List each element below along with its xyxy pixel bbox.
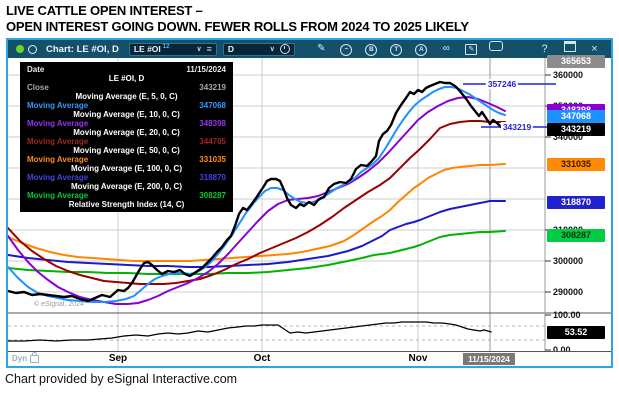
dyn-label: Dyn (12, 354, 28, 363)
price-badge-343219: 343219 (547, 122, 605, 136)
legend-value-row: Close 343219 (27, 83, 226, 92)
y-axis-tick-label: 360000 (553, 70, 584, 80)
series-close-le-oi (8, 80, 503, 303)
lock-icon (30, 351, 40, 363)
window-titlebar: Chart: LE #OI, D LE #OI 12 ∨ ≡ D ∨ ✎ ~ B T A… (8, 40, 611, 58)
y-axis-tick-label: 100.00 (553, 310, 581, 320)
legend-study-row: Moving Average (E, 5, 0, C) (75, 92, 178, 101)
circle-b-icon[interactable]: B (359, 40, 384, 58)
legend-value-row: Moving Average 344705 (27, 137, 226, 146)
status-dot-icon (16, 45, 24, 53)
compose-note-icon[interactable]: ✎ (459, 40, 484, 58)
chevron-down-icon[interactable]: ∨ (269, 46, 275, 53)
price-badge-331035: 331035 (547, 157, 605, 171)
y-axis-tick-label: 300000 (553, 256, 584, 266)
y-axis-tick-label: 0.00 (553, 345, 571, 355)
legend-value-row: Moving Average 331035 (27, 155, 226, 164)
chart-window: Chart: LE #OI, D LE #OI 12 ∨ ≡ D ∨ ✎ ~ B T A… (6, 38, 613, 368)
y-axis-tick-label: 290000 (553, 287, 584, 297)
close-button[interactable]: × (591, 43, 598, 55)
series-ema-20 (8, 120, 506, 285)
legend-study-row: LE #OI, D (108, 74, 145, 83)
menu-icon[interactable]: ≡ (206, 44, 212, 54)
chevron-down-icon[interactable]: ∨ (196, 46, 202, 53)
crosshair-date-badge: 11/15/2024 (462, 353, 516, 365)
legend-study-row: Moving Average (E, 10, 0, C) (73, 110, 180, 119)
help-button[interactable]: ? (541, 43, 548, 55)
price-badge-53.52: 53.52 (547, 325, 605, 339)
symbol-superscript: 12 (162, 44, 170, 50)
price-badge-318870: 318870 (547, 195, 605, 209)
footer-credit: Chart provided by eSignal Interactive.co… (5, 372, 238, 386)
link-ring-icon[interactable] (28, 44, 37, 54)
headline-line-2: OPEN INTEREST GOING DOWN. FEWER ROLLS FR… (6, 19, 469, 34)
legend-study-row: Moving Average (E, 100, 0, C) (71, 164, 182, 173)
legend-value-row: Moving Average 348398 (27, 119, 226, 128)
pencil-draw-icon[interactable]: ✎ (317, 43, 326, 54)
price-alert-label[interactable]: 357246 (485, 79, 519, 89)
titlebar-right-controls: ? × (532, 40, 607, 58)
symbol-input[interactable]: LE #OI 12 ∨ ≡ (128, 42, 217, 56)
circle-t-icon[interactable]: T (384, 40, 409, 58)
price-alert-label[interactable]: 343219 (500, 122, 534, 132)
interval-input[interactable]: D ∨ (222, 42, 295, 56)
wave-study-icon[interactable]: ~ (334, 40, 359, 58)
series-ema-50 (8, 163, 506, 262)
interval-value: D (227, 44, 234, 54)
series-ema-200 (8, 230, 506, 275)
y-axis-tick-label: 340000 (553, 132, 584, 142)
legend-value-row: Date 11/15/2024 (27, 65, 226, 74)
series-ema-10 (8, 96, 506, 305)
window-title: Chart: LE #OI, D (46, 43, 119, 55)
dyn-control[interactable]: Dyn (12, 351, 40, 363)
x-axis-month-nov: Nov (408, 353, 428, 364)
legend-study-row: Moving Average (E, 50, 0, C) (73, 146, 180, 155)
series-rsi (8, 321, 492, 342)
symbol-value: LE #OI (133, 44, 161, 54)
legend-value-row: Moving Average 318870 (27, 173, 226, 182)
circle-a-icon[interactable]: A (409, 40, 434, 58)
series-ema-5 (8, 86, 506, 303)
legend-study-row: Moving Average (E, 20, 0, C) (73, 128, 180, 137)
chat-bubble-icon[interactable] (484, 40, 509, 58)
headline-line-1: LIVE CATTLE OPEN INTEREST – (6, 3, 203, 18)
legend-study-row: Moving Average (E, 200, 0, C) (71, 182, 182, 191)
price-badge-347068: 347068 (547, 109, 605, 123)
restore-window-icon (563, 41, 576, 52)
time-axis-bar[interactable]: Dyn 11/15/2024 Sep Oct Nov (8, 351, 611, 366)
esignal-watermark: © eSignal, 2024 (34, 301, 84, 308)
link-chain-icon[interactable]: ∞ (442, 43, 450, 54)
data-window-legend: Date 11/15/2024 LE #OI, D Close 343219 Moving… (20, 62, 233, 212)
legend-value-row: Moving Average 308287 (27, 191, 226, 200)
clock-icon[interactable] (279, 44, 290, 54)
chart-body[interactable]: Date 11/15/2024 LE #OI, D Close 343219 Moving… (8, 54, 611, 366)
series-ema-100 (8, 200, 506, 268)
toolbar-icons: ✎ ~ B T A ∞ ✎ (309, 40, 509, 58)
legend-study-row: Relative Strength Index (14, C) (68, 200, 185, 209)
legend-value-row: Moving Average 347068 (27, 101, 226, 110)
price-scale[interactable]: 360000350000340000310000300000290000100.… (545, 54, 611, 355)
price-badge-308287: 308287 (547, 228, 605, 242)
x-axis-month-sep: Sep (108, 353, 128, 364)
price-badge-365653: 365653 (547, 54, 605, 68)
x-axis-month-oct: Oct (253, 353, 271, 364)
restore-window-button[interactable] (557, 40, 582, 58)
